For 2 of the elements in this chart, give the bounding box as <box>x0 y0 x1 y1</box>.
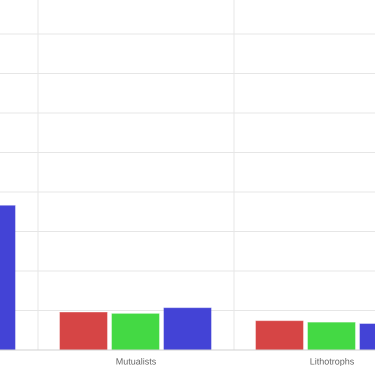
x-tick-label: Lithotrophs <box>310 356 355 366</box>
x-tick-label: Mutualists <box>116 356 157 366</box>
